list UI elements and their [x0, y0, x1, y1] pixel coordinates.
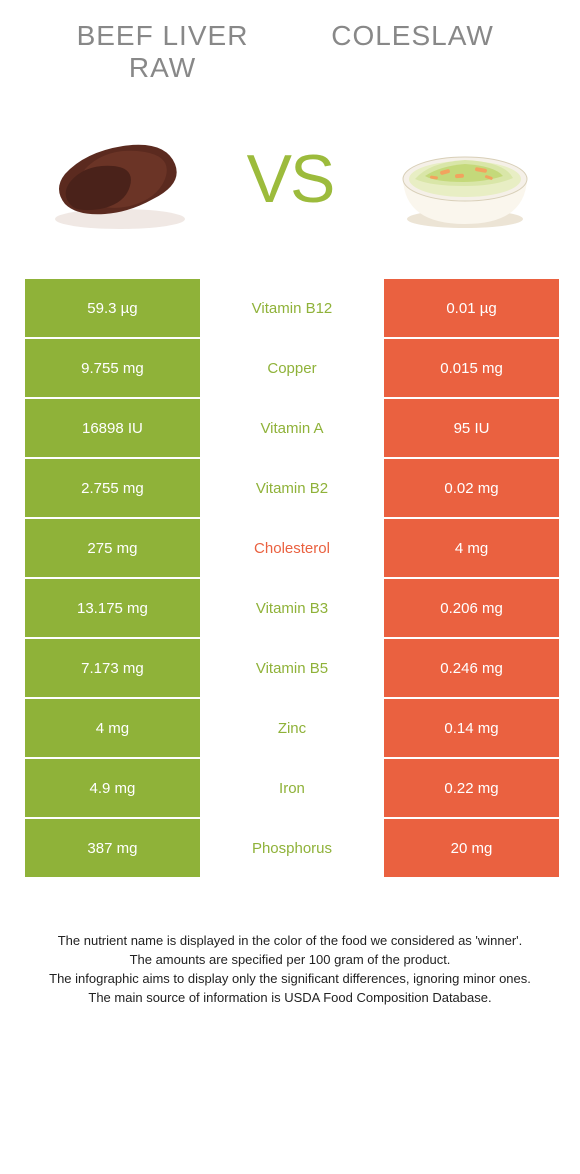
food-image-right [385, 124, 545, 234]
right-value-cell: 0.246 mg [384, 639, 559, 697]
right-value-cell: 0.01 µg [384, 279, 559, 337]
right-value-cell: 0.02 mg [384, 459, 559, 517]
right-value-cell: 20 mg [384, 819, 559, 877]
versus-row: VS [25, 124, 555, 234]
left-value-cell: 387 mg [25, 819, 200, 877]
nutrient-name-cell: Copper [202, 339, 382, 397]
left-value-cell: 275 mg [25, 519, 200, 577]
nutrient-row: 7.173 mgVitamin B50.246 mg [25, 639, 555, 697]
nutrient-table: 59.3 µgVitamin B120.01 µg9.755 mgCopper0… [25, 279, 555, 877]
vs-label: VS [240, 140, 340, 218]
right-value-cell: 95 IU [384, 399, 559, 457]
nutrient-name-cell: Vitamin B5 [202, 639, 382, 697]
footer-notes: The nutrient name is displayed in the co… [25, 932, 555, 1007]
nutrient-name-cell: Vitamin B2 [202, 459, 382, 517]
food-title-left: BEEF LIVERRAW [25, 20, 290, 84]
left-value-cell: 9.755 mg [25, 339, 200, 397]
nutrient-row: 4.9 mgIron0.22 mg [25, 759, 555, 817]
nutrient-name-cell: Vitamin B3 [202, 579, 382, 637]
left-value-cell: 16898 IU [25, 399, 200, 457]
footer-line: The infographic aims to display only the… [31, 970, 549, 989]
left-value-cell: 4.9 mg [25, 759, 200, 817]
title-row: BEEF LIVERRAW COLESLAW [25, 20, 555, 84]
right-value-cell: 0.14 mg [384, 699, 559, 757]
footer-line: The amounts are specified per 100 gram o… [31, 951, 549, 970]
left-value-cell: 2.755 mg [25, 459, 200, 517]
coleslaw-bowl-icon [385, 124, 545, 234]
nutrient-row: 4 mgZinc0.14 mg [25, 699, 555, 757]
footer-line: The main source of information is USDA F… [31, 989, 549, 1008]
nutrient-name-cell: Cholesterol [202, 519, 382, 577]
nutrient-row: 13.175 mgVitamin B30.206 mg [25, 579, 555, 637]
nutrient-row: 275 mgCholesterol4 mg [25, 519, 555, 577]
right-value-cell: 0.015 mg [384, 339, 559, 397]
nutrient-name-cell: Phosphorus [202, 819, 382, 877]
food-title-right: COLESLAW [290, 20, 555, 84]
footer-line: The nutrient name is displayed in the co… [31, 932, 549, 951]
left-value-cell: 7.173 mg [25, 639, 200, 697]
nutrient-row: 16898 IUVitamin A95 IU [25, 399, 555, 457]
left-value-cell: 59.3 µg [25, 279, 200, 337]
nutrient-row: 59.3 µgVitamin B120.01 µg [25, 279, 555, 337]
right-value-cell: 4 mg [384, 519, 559, 577]
infographic-page: BEEF LIVERRAW COLESLAW VS [0, 0, 580, 1174]
food-image-left [35, 124, 195, 234]
nutrient-name-cell: Zinc [202, 699, 382, 757]
nutrient-name-cell: Vitamin A [202, 399, 382, 457]
left-value-cell: 4 mg [25, 699, 200, 757]
left-value-cell: 13.175 mg [25, 579, 200, 637]
right-value-cell: 0.206 mg [384, 579, 559, 637]
nutrient-name-cell: Vitamin B12 [202, 279, 382, 337]
nutrient-row: 2.755 mgVitamin B20.02 mg [25, 459, 555, 517]
beef-liver-icon [35, 124, 195, 234]
nutrient-row: 9.755 mgCopper0.015 mg [25, 339, 555, 397]
nutrient-name-cell: Iron [202, 759, 382, 817]
right-value-cell: 0.22 mg [384, 759, 559, 817]
nutrient-row: 387 mgPhosphorus20 mg [25, 819, 555, 877]
